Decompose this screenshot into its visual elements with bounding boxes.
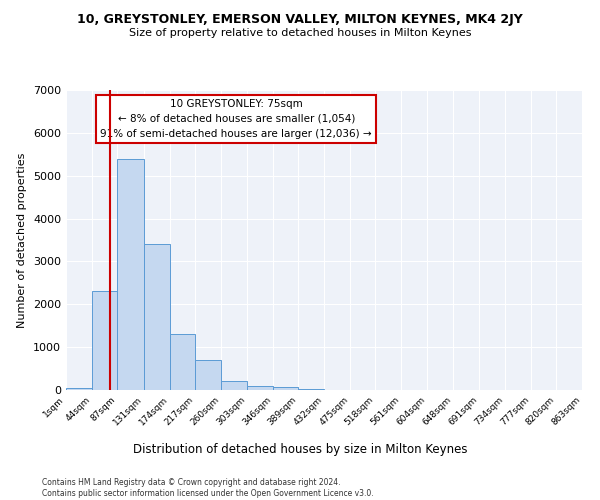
Bar bbox=[144, 244, 170, 390]
Bar bbox=[272, 386, 298, 390]
Text: Distribution of detached houses by size in Milton Keynes: Distribution of detached houses by size … bbox=[133, 442, 467, 456]
Bar bbox=[298, 388, 324, 390]
Bar bbox=[66, 388, 92, 390]
Text: 10 GREYSTONLEY: 75sqm
← 8% of detached houses are smaller (1,054)
91% of semi-de: 10 GREYSTONLEY: 75sqm ← 8% of detached h… bbox=[100, 99, 372, 138]
Y-axis label: Number of detached properties: Number of detached properties bbox=[17, 152, 28, 328]
Text: Size of property relative to detached houses in Milton Keynes: Size of property relative to detached ho… bbox=[129, 28, 471, 38]
Bar bbox=[170, 334, 195, 390]
Bar bbox=[118, 158, 144, 390]
Bar bbox=[221, 382, 247, 390]
Text: Contains HM Land Registry data © Crown copyright and database right 2024.
Contai: Contains HM Land Registry data © Crown c… bbox=[42, 478, 374, 498]
Text: 10, GREYSTONLEY, EMERSON VALLEY, MILTON KEYNES, MK4 2JY: 10, GREYSTONLEY, EMERSON VALLEY, MILTON … bbox=[77, 12, 523, 26]
Bar bbox=[247, 386, 272, 390]
Bar bbox=[195, 360, 221, 390]
Bar bbox=[92, 292, 118, 390]
